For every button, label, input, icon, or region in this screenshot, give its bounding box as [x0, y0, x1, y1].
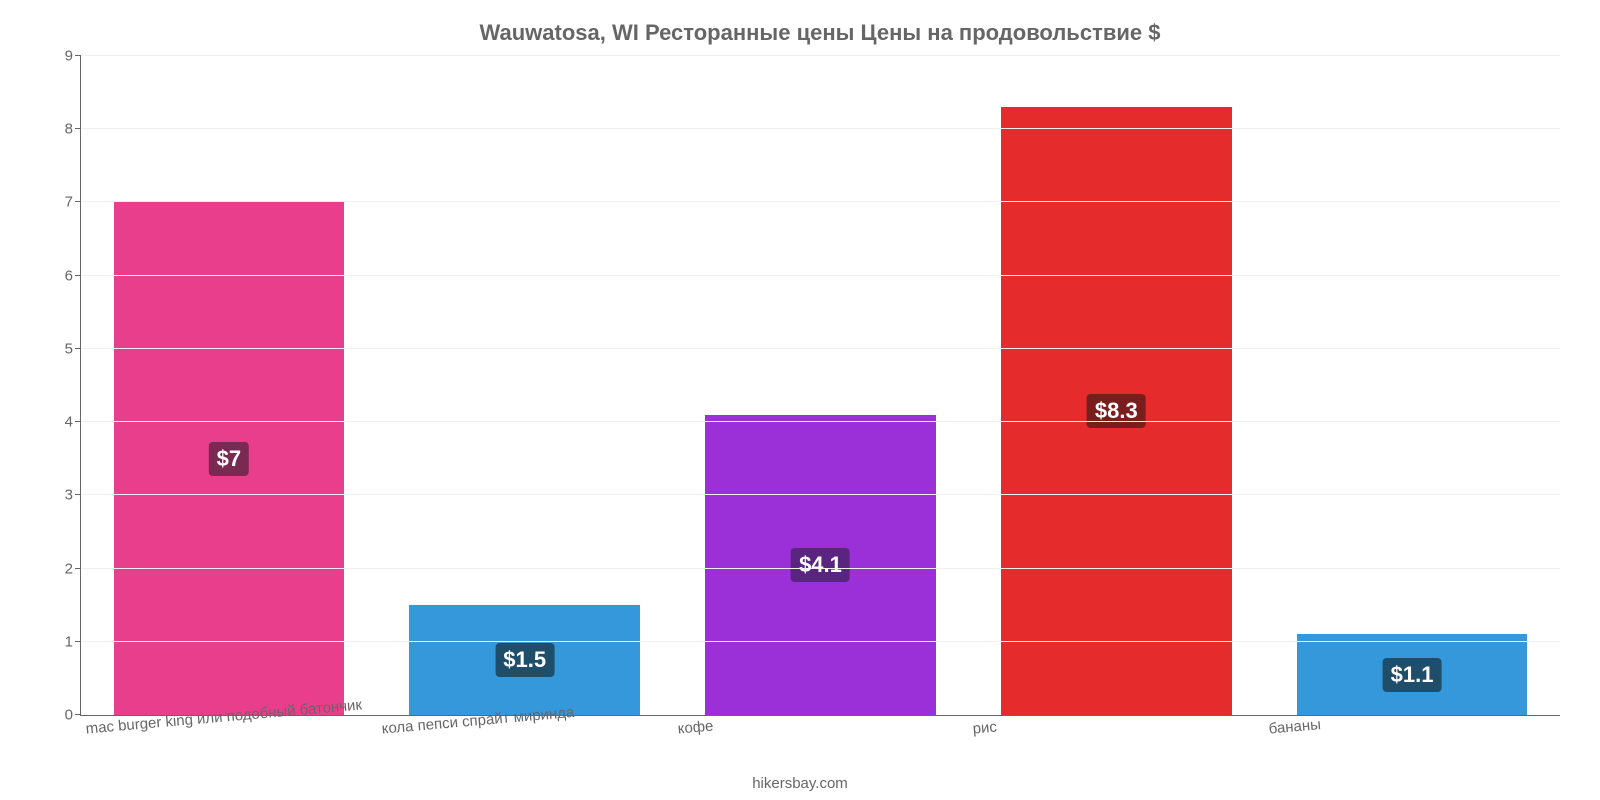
y-tick-label: 7	[65, 194, 81, 211]
y-tick-label: 9	[65, 48, 81, 65]
gridline	[81, 494, 1560, 495]
bar-slot: $7	[81, 56, 377, 715]
y-tick-label: 4	[65, 414, 81, 431]
gridline	[81, 348, 1560, 349]
y-tick-label: 6	[65, 267, 81, 284]
bar-value-label: $1.5	[495, 643, 554, 677]
gridline	[81, 128, 1560, 129]
y-tick-label: 8	[65, 121, 81, 138]
plot-area: $7$1.5$4.1$8.3$1.1 mac burger king или п…	[80, 56, 1560, 716]
gridline	[81, 568, 1560, 569]
gridline	[81, 55, 1560, 56]
bar: $1.5	[409, 605, 640, 715]
gridline	[81, 201, 1560, 202]
chart-title: Wauwatosa, WI Ресторанные цены Цены на п…	[80, 20, 1560, 46]
y-tick-label: 3	[65, 487, 81, 504]
attribution-text: hikersbay.com	[752, 775, 848, 792]
bar-value-label: $8.3	[1087, 394, 1146, 428]
y-tick-label: 1	[65, 633, 81, 650]
y-tick-label: 5	[65, 340, 81, 357]
bar-value-label: $7	[209, 442, 249, 476]
bar-slot: $4.1	[673, 56, 969, 715]
bar: $4.1	[705, 415, 936, 715]
bar: $8.3	[1001, 107, 1232, 715]
y-tick-label: 0	[65, 707, 81, 724]
bar-value-label: $1.1	[1383, 658, 1442, 692]
chart-container: Wauwatosa, WI Ресторанные цены Цены на п…	[0, 0, 1600, 800]
bars-row: $7 $1.5 $4.1 $8.3 $1.1	[81, 56, 1560, 715]
x-axis-labels: mac burger king или подобный батончиккол…	[81, 721, 1560, 738]
gridline	[81, 275, 1560, 276]
y-tick-label: 2	[65, 560, 81, 577]
bar-slot: $8.3	[968, 56, 1264, 715]
bar-value-label: $4.1	[791, 548, 850, 582]
gridline	[81, 641, 1560, 642]
bar-slot: $1.5	[377, 56, 673, 715]
gridline	[81, 421, 1560, 422]
bar-slot: $1.1	[1264, 56, 1560, 715]
bar: $7	[114, 202, 345, 715]
